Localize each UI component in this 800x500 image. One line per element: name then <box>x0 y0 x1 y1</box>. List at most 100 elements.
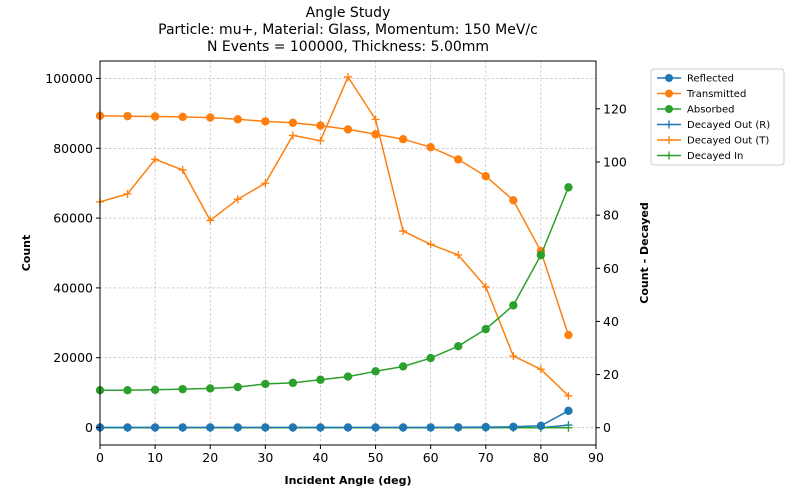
data-point <box>343 423 353 432</box>
data-point <box>454 250 463 259</box>
data-point <box>481 324 490 334</box>
data-point <box>509 196 518 205</box>
data-point <box>261 117 270 126</box>
y-left-tick-label: 0 <box>85 420 93 435</box>
y-left-tick-label: 80000 <box>53 141 93 156</box>
data-point <box>288 378 298 388</box>
data-point <box>233 423 242 432</box>
data-point <box>371 115 380 124</box>
data-point <box>426 240 435 249</box>
series-line <box>100 410 569 429</box>
series-decayed-out-t <box>96 72 573 400</box>
data-point <box>509 301 518 310</box>
data-point <box>178 384 187 394</box>
data-point <box>426 143 435 152</box>
data-point <box>150 385 160 395</box>
legend-entry: Decayed In <box>657 151 743 162</box>
legend-marker <box>665 120 673 129</box>
data-point <box>426 423 435 432</box>
data-point <box>481 172 490 181</box>
x-tick-label: 30 <box>257 450 273 465</box>
data-point <box>151 155 160 164</box>
data-point <box>371 130 380 139</box>
data-point <box>178 423 187 432</box>
y-left-tick-label: 100000 <box>45 71 93 86</box>
data-point <box>123 111 132 121</box>
data-point <box>509 422 518 432</box>
legend-entry: Absorbed <box>657 105 734 116</box>
data-point <box>481 282 490 291</box>
data-point <box>536 421 546 430</box>
data-point <box>398 423 408 432</box>
legend-label: Reflected <box>687 74 734 85</box>
x-axis-label: Incident Angle (deg) <box>284 474 411 487</box>
data-point <box>398 134 408 144</box>
y-right-tick-label: 100 <box>603 154 627 169</box>
grid <box>99 61 597 445</box>
legend-box <box>650 68 785 166</box>
data-point <box>564 330 573 340</box>
series-layer <box>95 72 573 432</box>
x-tick-label: 60 <box>423 450 439 465</box>
data-point <box>206 384 215 393</box>
data-point <box>399 227 408 236</box>
data-point <box>564 406 573 415</box>
data-point <box>316 121 325 130</box>
series-transmitted <box>95 111 573 340</box>
data-point <box>206 423 215 432</box>
legend-entry: Transmitted <box>657 89 746 100</box>
data-point <box>233 115 242 124</box>
series-reflected <box>95 406 573 432</box>
data-point <box>536 250 546 260</box>
y-left-tick-label: 60000 <box>53 211 93 226</box>
data-point <box>206 113 215 122</box>
data-point <box>261 179 270 188</box>
data-point <box>261 423 270 432</box>
data-point <box>178 112 187 122</box>
legend-label: Decayed Out (R) <box>687 120 770 131</box>
legend-label: Decayed Out (T) <box>687 136 769 147</box>
data-point <box>426 353 435 363</box>
x-tick-label: 40 <box>312 450 328 465</box>
y-right-tick-label: 20 <box>603 367 619 382</box>
y-left-tick-label: 40000 <box>53 280 93 295</box>
y-left-tick-label: 20000 <box>53 350 93 365</box>
data-point <box>371 367 380 376</box>
ticks: 0 10 20 30 40 50 60 70 80 90 0 20000 40000 60000 80000… <box>45 71 627 465</box>
data-point <box>343 372 353 381</box>
data-point <box>288 118 298 127</box>
legend-entry: Decayed Out (R) <box>657 120 770 131</box>
data-point <box>536 365 545 374</box>
data-point <box>123 423 132 432</box>
data-point <box>233 195 242 204</box>
series-line <box>100 187 570 391</box>
legend-marker <box>665 136 673 144</box>
legend-marker <box>665 89 673 98</box>
data-point <box>344 72 352 81</box>
legend-marker <box>665 74 673 82</box>
data-point <box>316 423 325 432</box>
y-axis-label-left: Count <box>20 235 33 272</box>
y-axis-label-right: Count - Decayed <box>638 202 651 303</box>
legend-label: Decayed In <box>687 151 743 162</box>
series-absorbed <box>95 183 573 395</box>
data-point <box>481 422 490 432</box>
x-tick-label: 20 <box>202 450 218 465</box>
data-point <box>206 216 215 225</box>
data-point <box>261 379 270 389</box>
legend-marker <box>665 151 673 160</box>
y-right-tick-label: 40 <box>603 314 619 329</box>
x-tick-label: 80 <box>533 450 549 465</box>
data-point <box>564 183 573 192</box>
x-tick-label: 90 <box>588 450 604 465</box>
legend-marker <box>665 105 673 113</box>
legend-label: Transmitted <box>686 89 746 100</box>
data-point <box>316 136 325 145</box>
legend-entry: Reflected <box>657 74 734 85</box>
chart-title-line-1: Angle Study <box>306 5 391 21</box>
data-point <box>454 155 463 164</box>
data-point <box>123 385 132 395</box>
data-point <box>288 131 297 140</box>
data-point <box>398 362 408 371</box>
